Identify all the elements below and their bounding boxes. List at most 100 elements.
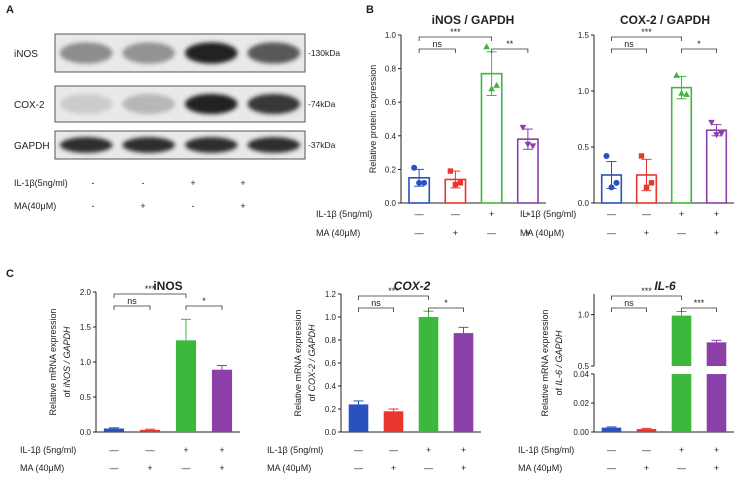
significance-label: ***	[641, 286, 652, 296]
condition-value: —	[424, 463, 433, 473]
bar	[175, 340, 197, 432]
condition-value: +	[644, 463, 649, 473]
data-point	[643, 184, 650, 191]
y-axis-label-line2: of iNOS / GAPDH	[62, 326, 72, 398]
data-point	[648, 180, 655, 186]
data-point	[421, 179, 428, 186]
y-axis-label: Relative mRNA expression	[293, 309, 303, 416]
condition-label: MA (40μM)	[267, 463, 311, 473]
significance-label: ns	[624, 39, 634, 49]
condition-value: +	[219, 463, 224, 473]
y-tick-label: 0.2	[385, 165, 397, 174]
chart-inos-mrna: iNOS 0.0 0.5 1.0 1.5 2.0 Relative mRNA express…	[20, 279, 240, 473]
condition-value: —	[415, 209, 424, 219]
condition-value: +	[489, 209, 494, 219]
data-point	[488, 85, 495, 92]
condition-value: +	[714, 463, 719, 473]
condition-value: —	[607, 209, 616, 219]
blot-band	[60, 42, 113, 64]
condition-value: —	[677, 228, 686, 238]
condition-label: MA (40μM)	[518, 463, 562, 473]
blot-row-kda: -130kDa	[308, 48, 340, 58]
bar	[706, 342, 727, 432]
blot-condition-label: IL-1β(5ng/ml)	[14, 178, 68, 188]
condition-value: +	[714, 445, 719, 455]
condition-value: —	[451, 209, 460, 219]
significance-bracket	[418, 36, 493, 41]
y-tick-label: 0.2	[325, 405, 337, 414]
condition-value: +	[714, 228, 719, 238]
significance-bracket	[358, 295, 429, 300]
y-axis-label-of: of	[554, 386, 564, 396]
significance-bracket	[611, 295, 682, 300]
condition-label: MA (40μM)	[520, 228, 564, 238]
chart-cox2-protein: COX-2 / GAPDH 0.0 0.5 1.0 1.5 *** ns * IL-1β (5n…	[520, 13, 734, 238]
data-point	[524, 141, 532, 148]
condition-value: +	[461, 463, 466, 473]
data-point	[683, 90, 690, 97]
bar	[670, 86, 693, 204]
significance-label: *	[697, 39, 701, 49]
condition-label: MA (40μM)	[20, 463, 64, 473]
significance-bracket	[681, 48, 717, 53]
y-tick-label: 0.0	[325, 428, 337, 437]
bar	[211, 369, 233, 432]
condition-value: —	[415, 228, 424, 238]
data-point	[452, 181, 459, 188]
condition-value: —	[487, 228, 496, 238]
y-tick-label: 0.6	[325, 359, 337, 368]
condition-value: +	[461, 445, 466, 455]
blot-band	[185, 137, 238, 153]
condition-value: —	[642, 209, 651, 219]
condition-value: —	[354, 445, 363, 455]
significance-label: ***	[388, 286, 399, 296]
bar	[103, 428, 125, 432]
significance-label: ***	[450, 27, 461, 37]
panel-letter-b: B	[366, 4, 374, 16]
chart-title: iNOS / GAPDH	[432, 13, 515, 27]
data-point	[713, 132, 720, 139]
y-tick-label: 0.4	[325, 382, 337, 391]
chart-cox2-mrna: COX-2 0.0 0.2 0.4 0.6 0.8 1.0 1.2 Relative mRNA …	[267, 279, 481, 473]
blot-condition-value: -	[142, 178, 145, 188]
significance-bracket	[358, 307, 394, 312]
significance-label: ***	[145, 284, 156, 294]
y-tick-label: 1.0	[385, 31, 397, 40]
condition-value: +	[219, 445, 224, 455]
y-axis-label: Relative mRNA expression	[48, 308, 58, 415]
y-axis-label-gene: iNOS / GAPDH	[62, 326, 72, 388]
blot-band	[60, 137, 113, 153]
bar	[139, 429, 161, 432]
significance-bracket	[113, 293, 187, 298]
chart-il6-mrna: IL-6 0.00 0.02 0.040.5 1.0 Relative mRNA expr…	[518, 279, 734, 473]
condition-value: +	[183, 445, 188, 455]
bar	[348, 404, 369, 432]
condition-value: —	[182, 463, 191, 473]
significance-label: ns	[432, 39, 442, 49]
blot-condition-label: MA(40μM)	[14, 201, 56, 211]
condition-label: MA (40μM)	[316, 228, 360, 238]
blot-condition-value: -	[92, 178, 95, 188]
y-axis-label-line2: of IL-6 / GAPDH	[554, 330, 564, 396]
blot-row-label: GAPDH	[14, 141, 50, 152]
y-tick-label: 0.4	[385, 132, 397, 141]
chart-title: IL-6	[654, 279, 676, 293]
condition-value: —	[607, 228, 616, 238]
significance-bracket	[611, 307, 647, 312]
significance-bracket	[611, 48, 647, 53]
western-blot: iNOS -130kDa COX-2 -74kDa GAPDH -37kDa IL-1β(5…	[14, 33, 340, 211]
data-point	[718, 131, 725, 138]
significance-label: ns	[127, 296, 137, 306]
chart-title: iNOS	[153, 279, 182, 293]
y-axis-label-gene: COX-2 / GAPDH	[307, 324, 317, 392]
bar	[453, 333, 474, 432]
y-axis-label-line2: of COX-2 / GAPDH	[307, 324, 317, 402]
panel-letter-a: A	[6, 4, 14, 16]
y-tick-label: 0.02	[573, 399, 589, 408]
condition-value: —	[389, 445, 398, 455]
data-point	[678, 89, 685, 96]
bar	[418, 317, 439, 432]
panel-letter-c: C	[6, 268, 14, 280]
data-point	[457, 180, 464, 186]
bar	[705, 129, 728, 204]
